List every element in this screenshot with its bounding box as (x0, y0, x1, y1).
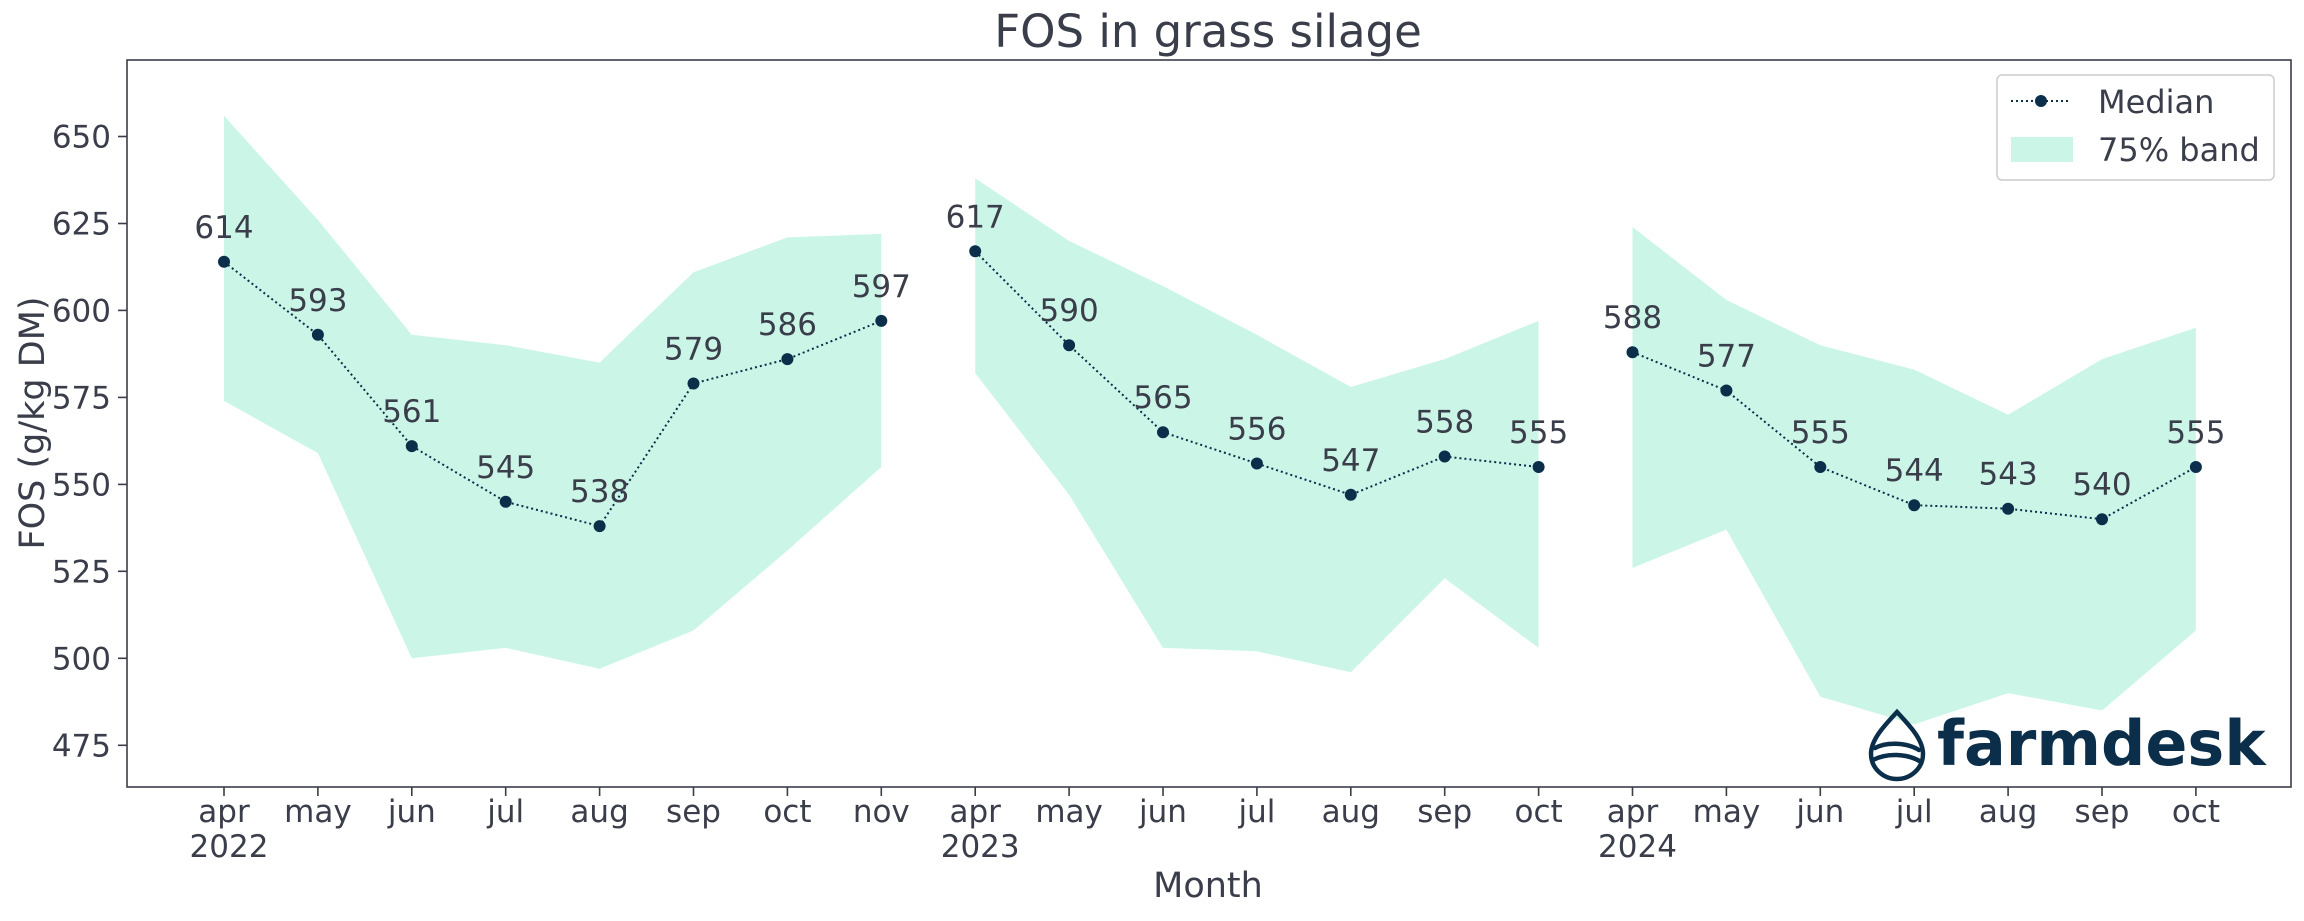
median-value-label: 556 (1227, 412, 1286, 448)
median-point (1439, 451, 1451, 463)
x-tick-label: jul (1895, 794, 1933, 830)
band-layer (224, 116, 2196, 725)
median-value-label: 614 (194, 210, 253, 246)
x-tick-label: aug (570, 794, 628, 830)
median-value-label: 547 (1321, 443, 1380, 479)
x-tick-label: oct (2172, 794, 2220, 830)
median-value-label: 579 (664, 332, 723, 368)
median-point (406, 440, 418, 452)
legend-band-patch (2011, 137, 2073, 162)
median-point (218, 256, 230, 268)
y-axis-ticks: 475 500 525 550 575 600 625 650 (52, 120, 127, 765)
median-value-label: 543 (1979, 457, 2038, 493)
x-tick-label: oct (1515, 794, 1563, 830)
band-2022 (224, 116, 881, 669)
x-tick-label: jul (486, 794, 524, 830)
x-year-label: 2023 (941, 829, 1020, 865)
median-value-label: 577 (1697, 339, 1756, 375)
x-tick-label: nov (853, 794, 910, 830)
x-year-label: 2024 (1598, 829, 1677, 865)
median-point (1251, 458, 1263, 470)
median-point (594, 520, 606, 532)
y-tick-label: 650 (52, 120, 111, 156)
median-point (1063, 339, 1075, 351)
x-tick-label: jun (1138, 794, 1187, 830)
median-value-label: 540 (2072, 467, 2131, 503)
median-point (2190, 461, 2202, 473)
median-point (2096, 513, 2108, 525)
y-tick-label: 500 (52, 641, 111, 677)
x-axis-ticks: apr may jun jul aug sep oct nov apr may jun jul aug s… (190, 787, 2220, 865)
x-tick-label: jul (1237, 794, 1275, 830)
x-tick-label: sep (666, 794, 721, 830)
median-point (875, 315, 887, 327)
x-tick-label: apr (949, 794, 1001, 830)
x-axis-label: Month (1153, 866, 1263, 906)
x-year-label: 2022 (190, 829, 269, 865)
y-tick-label: 525 (52, 554, 111, 590)
x-tick-label: sep (2075, 794, 2130, 830)
y-tick-label: 575 (52, 380, 111, 416)
median-point (1157, 426, 1169, 438)
median-value-label: 561 (382, 394, 441, 430)
x-tick-label: aug (1979, 794, 2037, 830)
median-point (1533, 461, 1545, 473)
x-tick-label: may (1693, 794, 1761, 830)
legend-band-label: 75% band (2098, 131, 2260, 169)
median-value-label: 590 (1040, 293, 1099, 329)
median-point (1627, 346, 1639, 358)
median-point (688, 378, 700, 390)
legend-median-label: Median (2098, 83, 2214, 121)
y-tick-label: 625 (52, 207, 111, 243)
median-point (1720, 385, 1732, 397)
median-value-label: 538 (570, 474, 629, 510)
y-tick-label: 550 (52, 467, 111, 503)
median-value-label: 555 (2166, 415, 2225, 451)
median-value-label: 555 (1509, 415, 1568, 451)
x-tick-label: oct (763, 794, 811, 830)
median-value-label: 555 (1791, 415, 1850, 451)
median-point (2002, 503, 2014, 515)
x-tick-label: jun (387, 794, 436, 830)
y-tick-label: 600 (52, 293, 111, 329)
legend-median-marker (2035, 95, 2047, 107)
x-tick-label: apr (198, 794, 250, 830)
median-value-label: 617 (946, 199, 1005, 235)
y-tick-label: 475 (52, 728, 111, 764)
median-point (781, 353, 793, 365)
median-point (1345, 489, 1357, 501)
median-point (1814, 461, 1826, 473)
x-tick-label: jun (1795, 794, 1844, 830)
x-tick-label: apr (1607, 794, 1659, 830)
median-value-label: 565 (1133, 380, 1192, 416)
median-value-label: 593 (288, 283, 347, 319)
legend: Median 75% band (1997, 75, 2274, 180)
median-value-label: 545 (476, 450, 535, 486)
chart: 475500525550575600625650 apr may jun jul aug… (0, 0, 2304, 921)
median-value-label: 544 (1885, 453, 1944, 489)
median-point (1908, 499, 1920, 511)
median-point (500, 496, 512, 508)
median-point (969, 245, 981, 257)
median-value-label: 597 (852, 269, 911, 305)
median-point (312, 329, 324, 341)
median-value-label: 588 (1603, 300, 1662, 336)
y-axis-label: FOS (g/kg DM) (13, 296, 53, 549)
x-tick-label: may (1035, 794, 1103, 830)
x-tick-label: aug (1322, 794, 1380, 830)
median-value-label: 586 (758, 307, 817, 343)
x-tick-label: may (284, 794, 352, 830)
chart-title: FOS in grass silage (994, 5, 1422, 58)
median-value-label: 558 (1415, 405, 1474, 441)
brand-wordmark: farmdesk (1937, 707, 2267, 780)
x-tick-label: sep (1417, 794, 1472, 830)
